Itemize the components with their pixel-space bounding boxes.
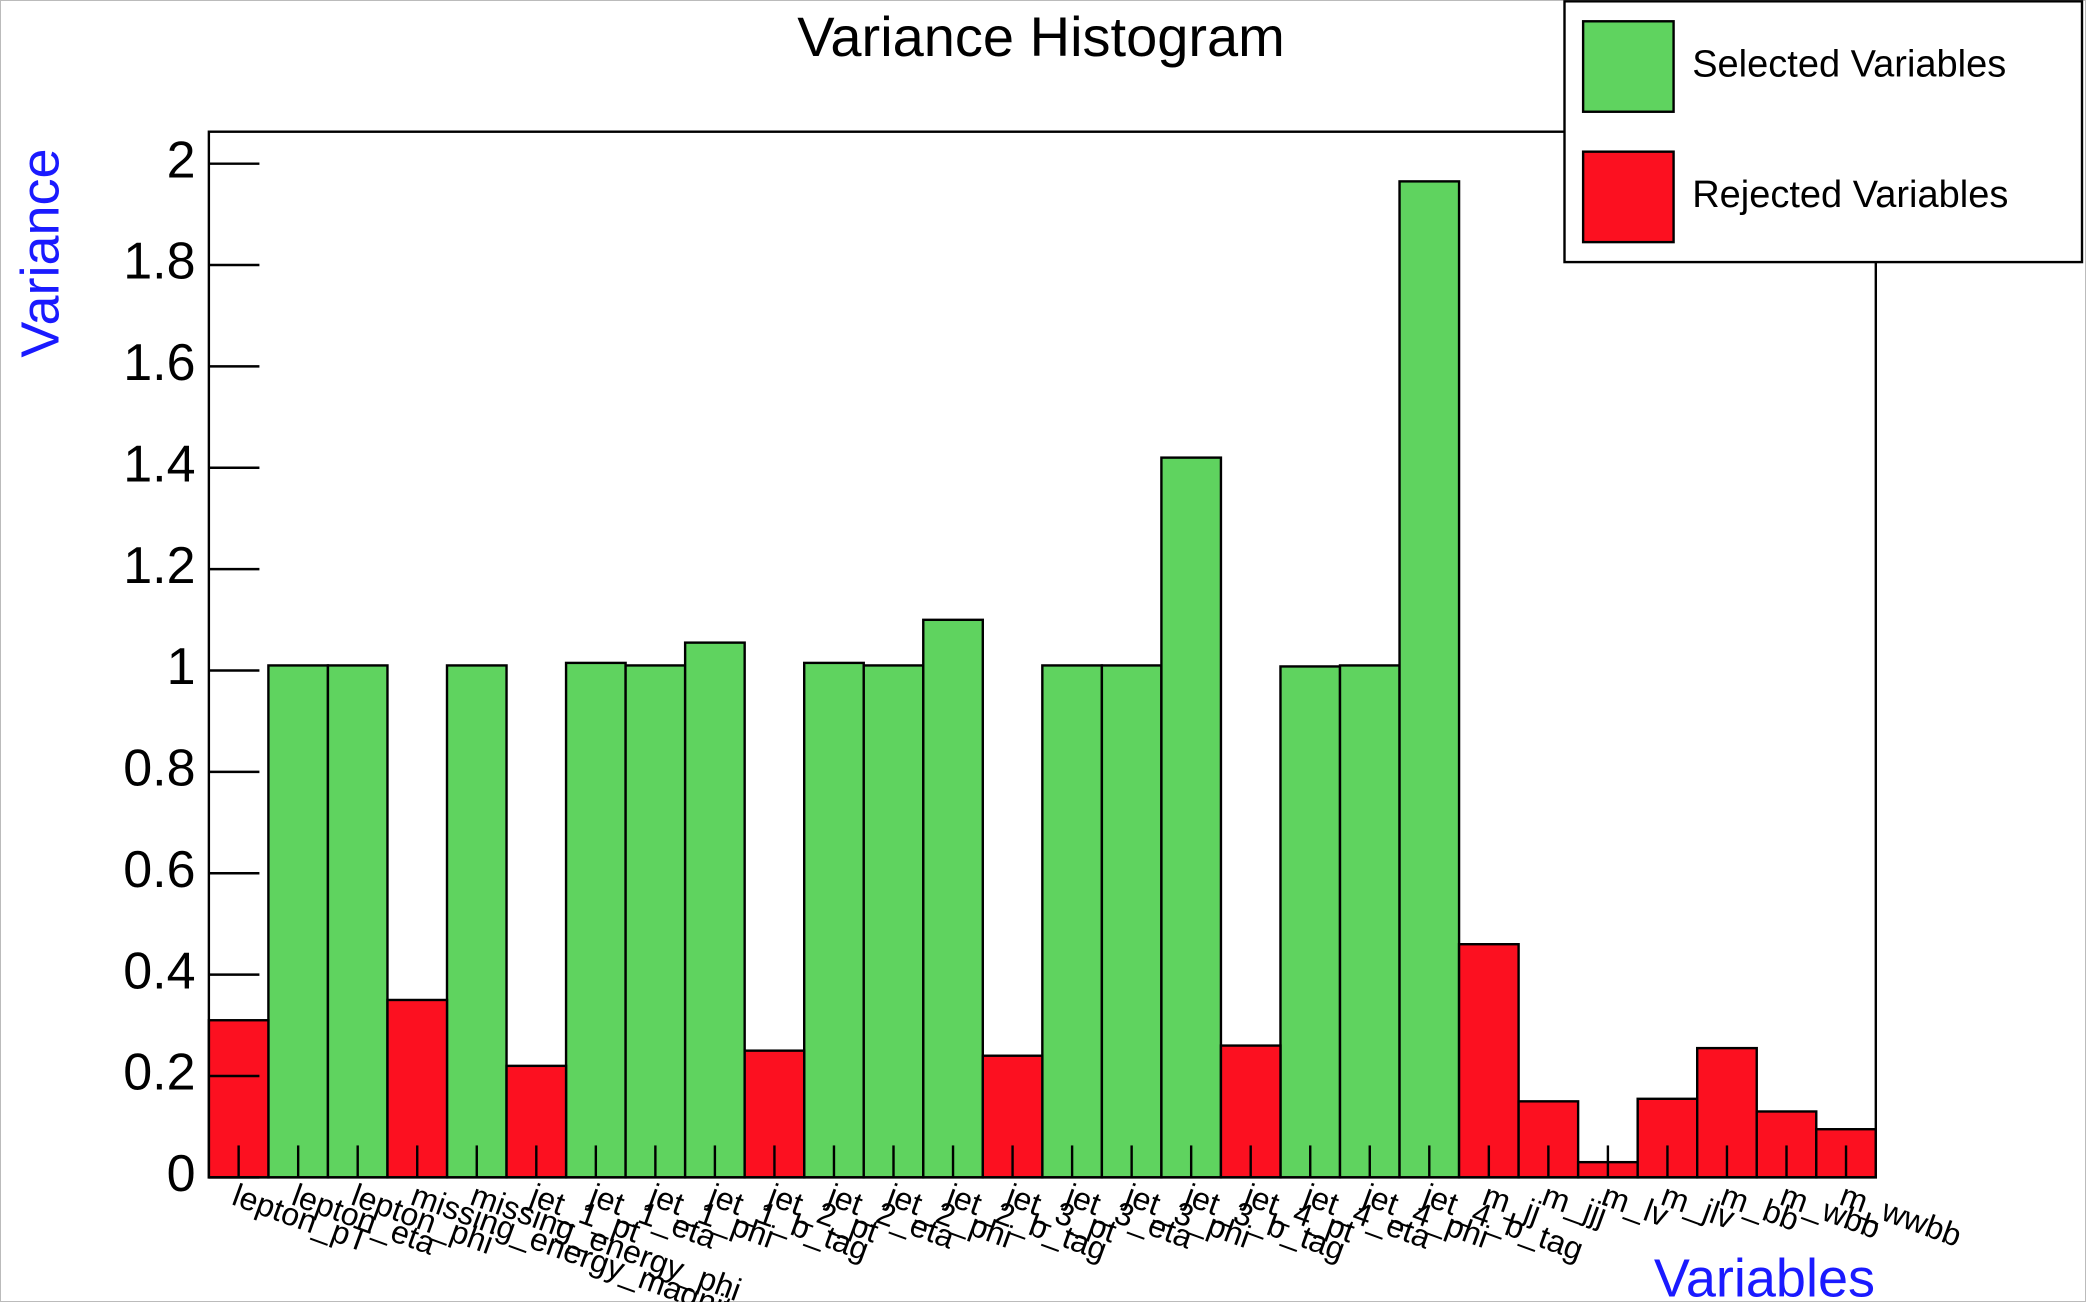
y-tick-label: 0.4 [123, 942, 195, 1000]
y-axis-title: Variance [10, 148, 70, 357]
bar [1338, 664, 1401, 1179]
bar [267, 664, 330, 1179]
chart-title: Variance Histogram [797, 5, 1285, 68]
plot-frame [207, 130, 1878, 1179]
legend-swatch [1581, 150, 1675, 244]
bar [1279, 665, 1342, 1179]
y-tick-label: 0.6 [123, 841, 195, 899]
bar [862, 664, 925, 1179]
bar [445, 664, 508, 1179]
legend-label: Rejected Variables [1692, 174, 2008, 216]
bar [564, 661, 627, 1179]
bar [1160, 456, 1223, 1179]
bar [1398, 180, 1461, 1179]
x-axis-title: Variables [1654, 1248, 1875, 1302]
y-tick-label: 0.2 [123, 1044, 195, 1102]
y-tick-label: 1.6 [123, 334, 195, 392]
bar [1100, 664, 1163, 1179]
bar [1457, 943, 1520, 1179]
bar [922, 618, 985, 1179]
legend-swatch [1581, 20, 1675, 113]
y-tick-label: 1.2 [123, 537, 195, 595]
y-tick-label: 2 [167, 131, 196, 189]
y-tick-label: 1.4 [123, 435, 195, 493]
bar [1041, 664, 1104, 1179]
bar [803, 661, 865, 1179]
legend-label: Selected Variables [1692, 44, 2006, 86]
y-tick-label: 1 [167, 638, 196, 696]
bar [624, 664, 687, 1179]
y-tick-label: 0.8 [123, 740, 195, 798]
bar [326, 664, 389, 1179]
bar [683, 641, 746, 1179]
y-tick-label: 0 [167, 1145, 196, 1203]
y-tick-label: 1.8 [123, 233, 195, 291]
